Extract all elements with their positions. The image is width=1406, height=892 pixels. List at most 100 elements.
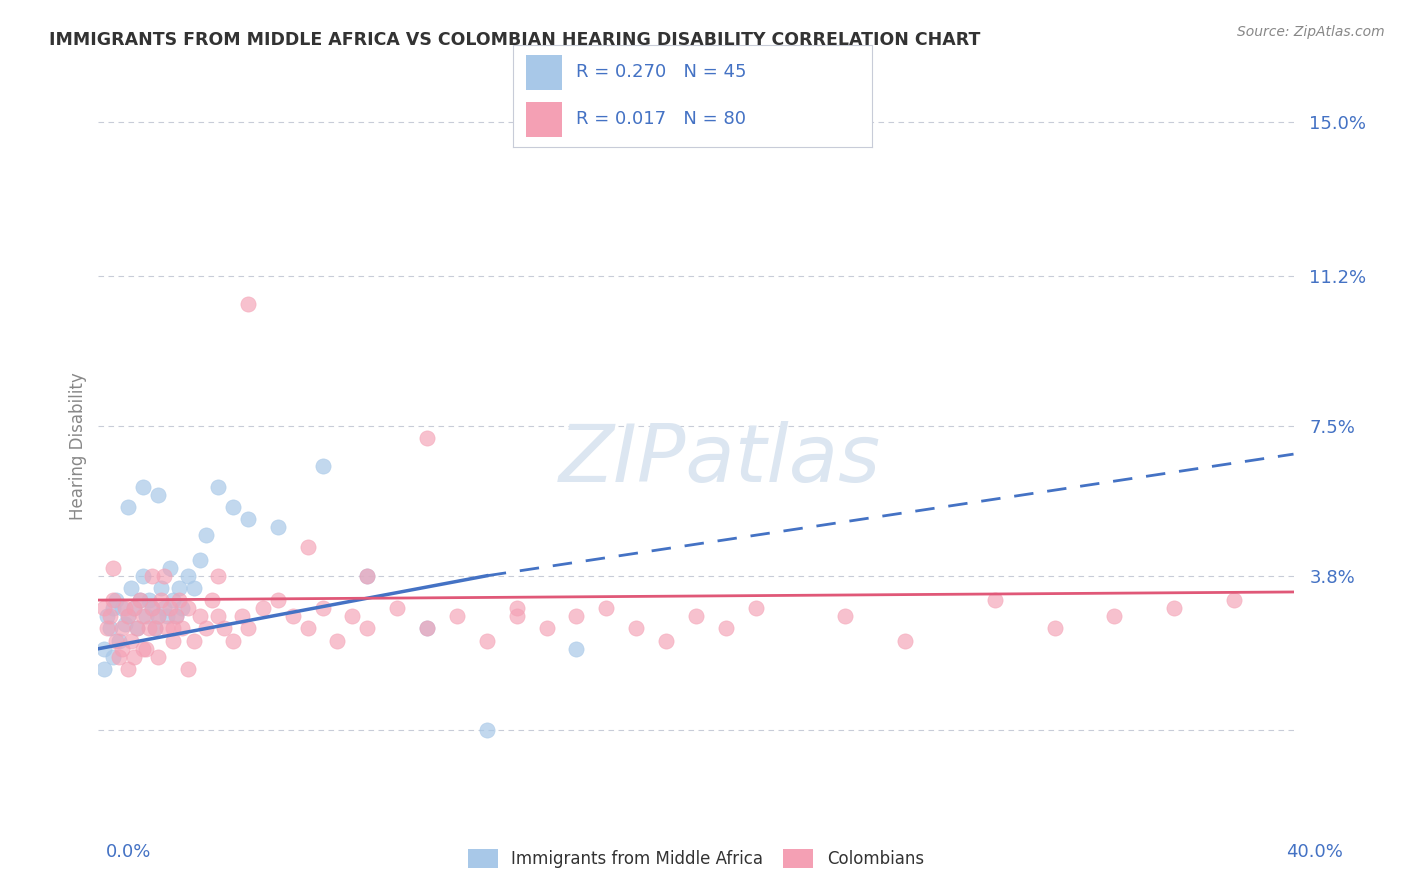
Point <box>93 641 115 656</box>
Point <box>103 560 125 574</box>
Point <box>132 641 155 656</box>
Point <box>1043 622 1066 636</box>
Point <box>117 609 139 624</box>
Text: 40.0%: 40.0% <box>1286 843 1343 861</box>
Point <box>1223 593 1246 607</box>
Point <box>162 622 184 636</box>
Point <box>111 622 134 636</box>
Point <box>212 622 235 636</box>
Point <box>124 601 146 615</box>
Point <box>103 649 125 664</box>
Point <box>356 568 378 582</box>
Point <box>138 593 160 607</box>
Point <box>231 609 253 624</box>
Point <box>103 601 125 615</box>
Point <box>416 622 439 636</box>
Point <box>108 633 131 648</box>
Point <box>177 662 200 676</box>
Text: R = 0.017   N = 80: R = 0.017 N = 80 <box>576 111 747 128</box>
Point <box>114 601 136 615</box>
Point <box>124 649 146 664</box>
Text: 0.0%: 0.0% <box>105 843 150 861</box>
Point <box>252 601 274 615</box>
Point <box>129 593 152 607</box>
Point <box>117 609 139 624</box>
Text: ZIPatlas: ZIPatlas <box>558 421 882 500</box>
Point <box>222 500 245 514</box>
Point <box>114 617 136 632</box>
Point <box>446 609 468 624</box>
Point <box>105 633 128 648</box>
Point <box>236 512 259 526</box>
Point <box>177 601 200 615</box>
Point <box>188 552 211 566</box>
Point <box>416 431 439 445</box>
Point <box>595 601 617 615</box>
Point <box>1163 601 1185 615</box>
Point <box>117 662 139 676</box>
Point <box>183 633 205 648</box>
Point <box>655 633 678 648</box>
Point <box>506 601 529 615</box>
Point <box>153 601 176 615</box>
Point <box>311 601 333 615</box>
Point <box>565 641 588 656</box>
Point <box>98 609 122 624</box>
Point <box>172 601 194 615</box>
Point <box>172 622 194 636</box>
Point <box>132 568 155 582</box>
Point <box>135 641 157 656</box>
Point <box>177 568 200 582</box>
Point <box>148 649 170 664</box>
Point <box>165 609 187 624</box>
Point <box>475 723 498 737</box>
Point <box>120 633 142 648</box>
Point <box>141 601 163 615</box>
Point <box>188 609 211 624</box>
Point <box>195 528 218 542</box>
Y-axis label: Hearing Disability: Hearing Disability <box>69 372 87 520</box>
Point <box>685 609 707 624</box>
Point <box>159 601 181 615</box>
Point <box>195 622 218 636</box>
Point <box>311 459 333 474</box>
Point <box>124 601 146 615</box>
Point <box>834 609 856 624</box>
Point <box>506 609 529 624</box>
Point <box>159 560 181 574</box>
Point <box>267 593 290 607</box>
Bar <box>526 102 561 137</box>
Point <box>207 479 229 493</box>
Point <box>141 568 163 582</box>
Point <box>297 622 319 636</box>
Point <box>326 633 349 648</box>
Point <box>236 622 259 636</box>
Point <box>153 568 176 582</box>
Point <box>111 601 134 615</box>
Point <box>111 641 134 656</box>
Point <box>103 593 125 607</box>
Point <box>143 622 166 636</box>
Point <box>143 622 166 636</box>
Point <box>156 622 179 636</box>
Text: R = 0.270   N = 45: R = 0.270 N = 45 <box>576 63 747 81</box>
Point <box>129 593 152 607</box>
Point <box>1104 609 1126 624</box>
Point <box>297 541 319 555</box>
Legend: Immigrants from Middle Africa, Colombians: Immigrants from Middle Africa, Colombian… <box>460 840 932 877</box>
Point <box>138 622 160 636</box>
Point <box>281 609 304 624</box>
Point <box>98 622 122 636</box>
Point <box>536 622 558 636</box>
Point <box>342 609 364 624</box>
Point <box>148 609 170 624</box>
Point <box>150 581 173 595</box>
Point <box>475 633 498 648</box>
Point <box>117 500 139 514</box>
Text: Source: ZipAtlas.com: Source: ZipAtlas.com <box>1237 25 1385 39</box>
Point <box>132 609 155 624</box>
Bar <box>526 55 561 90</box>
Text: IMMIGRANTS FROM MIDDLE AFRICA VS COLOMBIAN HEARING DISABILITY CORRELATION CHART: IMMIGRANTS FROM MIDDLE AFRICA VS COLOMBI… <box>49 31 980 49</box>
Point <box>626 622 648 636</box>
Point <box>148 488 170 502</box>
